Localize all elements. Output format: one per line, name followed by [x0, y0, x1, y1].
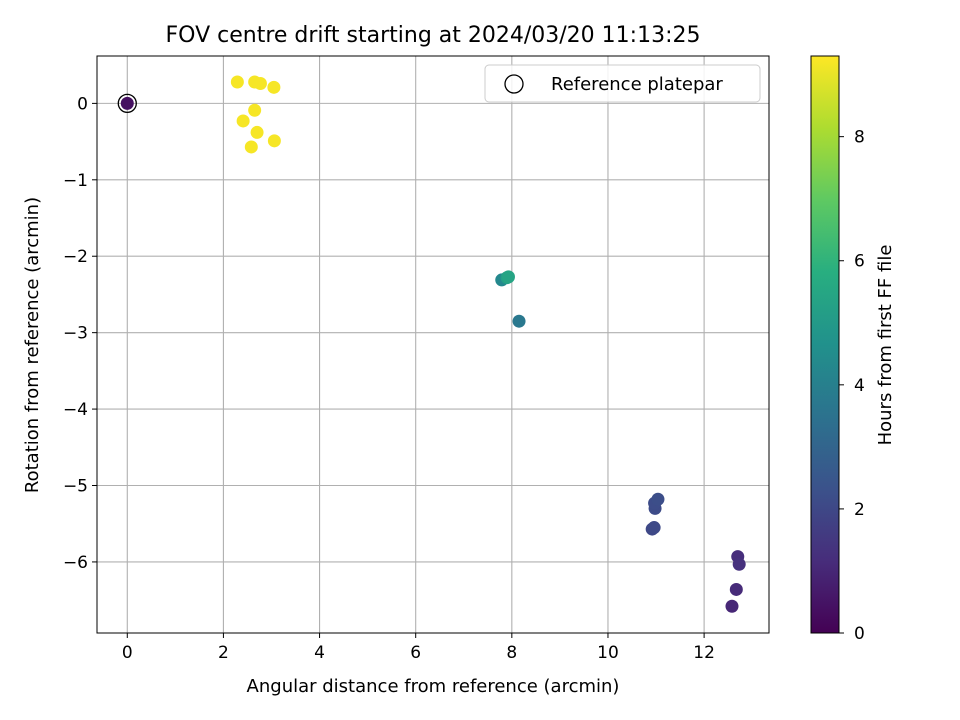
data-point — [236, 114, 250, 128]
y-tick-label: −6 — [63, 553, 88, 573]
data-point — [501, 270, 515, 284]
legend-reference-marker — [504, 74, 524, 94]
colorbar-tick-label: 6 — [854, 252, 865, 272]
y-tick-label: −3 — [63, 324, 88, 344]
data-point — [230, 75, 244, 89]
data-point — [732, 557, 746, 571]
legend-label: Reference platepar — [551, 74, 723, 95]
data-point — [120, 96, 134, 110]
y-tick-label: 0 — [77, 94, 88, 114]
colorbar-tick-label: 8 — [854, 128, 865, 148]
x-tick-label: 4 — [314, 643, 325, 663]
colorbar — [810, 55, 840, 634]
data-point — [512, 314, 526, 328]
data-point — [267, 80, 281, 94]
chart-title: FOV centre drift starting at 2024/03/20 … — [166, 23, 701, 48]
data-point — [267, 134, 281, 148]
colorbar-tick-label: 4 — [854, 376, 865, 396]
colorbar-tick-label: 0 — [854, 624, 865, 644]
x-axis-label: Angular distance from reference (arcmin) — [247, 676, 620, 697]
x-axis-ticks: 0 2 4 6 8 10 12 — [122, 633, 715, 663]
colorbar-ticks: 0 2 4 6 8 — [839, 128, 865, 644]
x-tick-label: 10 — [597, 643, 619, 663]
data-point — [725, 599, 739, 613]
y-axis-ticks: 0 −1 −2 −3 −4 −5 −6 — [63, 94, 97, 573]
x-tick-label: 0 — [122, 643, 133, 663]
data-points — [117, 75, 746, 613]
data-point — [647, 521, 661, 535]
data-point — [253, 77, 267, 91]
grid-lines — [97, 56, 769, 633]
x-tick-label: 8 — [506, 643, 517, 663]
y-tick-label: −4 — [63, 400, 88, 420]
x-tick-label: 6 — [410, 643, 421, 663]
y-tick-label: −1 — [63, 171, 88, 191]
x-tick-label: 12 — [693, 643, 715, 663]
legend-box — [484, 64, 761, 103]
data-point — [250, 125, 264, 139]
data-point — [244, 140, 258, 154]
legend: Reference platepar — [484, 64, 761, 103]
axes-frame — [96, 55, 770, 634]
data-point — [729, 582, 743, 596]
reference-platepar-marker — [117, 93, 137, 114]
y-tick-label: −2 — [63, 247, 88, 267]
colorbar-label: Hours from first FF file — [875, 245, 896, 446]
y-tick-label: −5 — [63, 477, 88, 497]
data-point — [651, 492, 665, 506]
data-point — [248, 103, 262, 117]
y-axis-label: Rotation from reference (arcmin) — [22, 197, 43, 493]
colorbar-tick-label: 2 — [854, 500, 865, 520]
x-tick-label: 2 — [218, 643, 229, 663]
